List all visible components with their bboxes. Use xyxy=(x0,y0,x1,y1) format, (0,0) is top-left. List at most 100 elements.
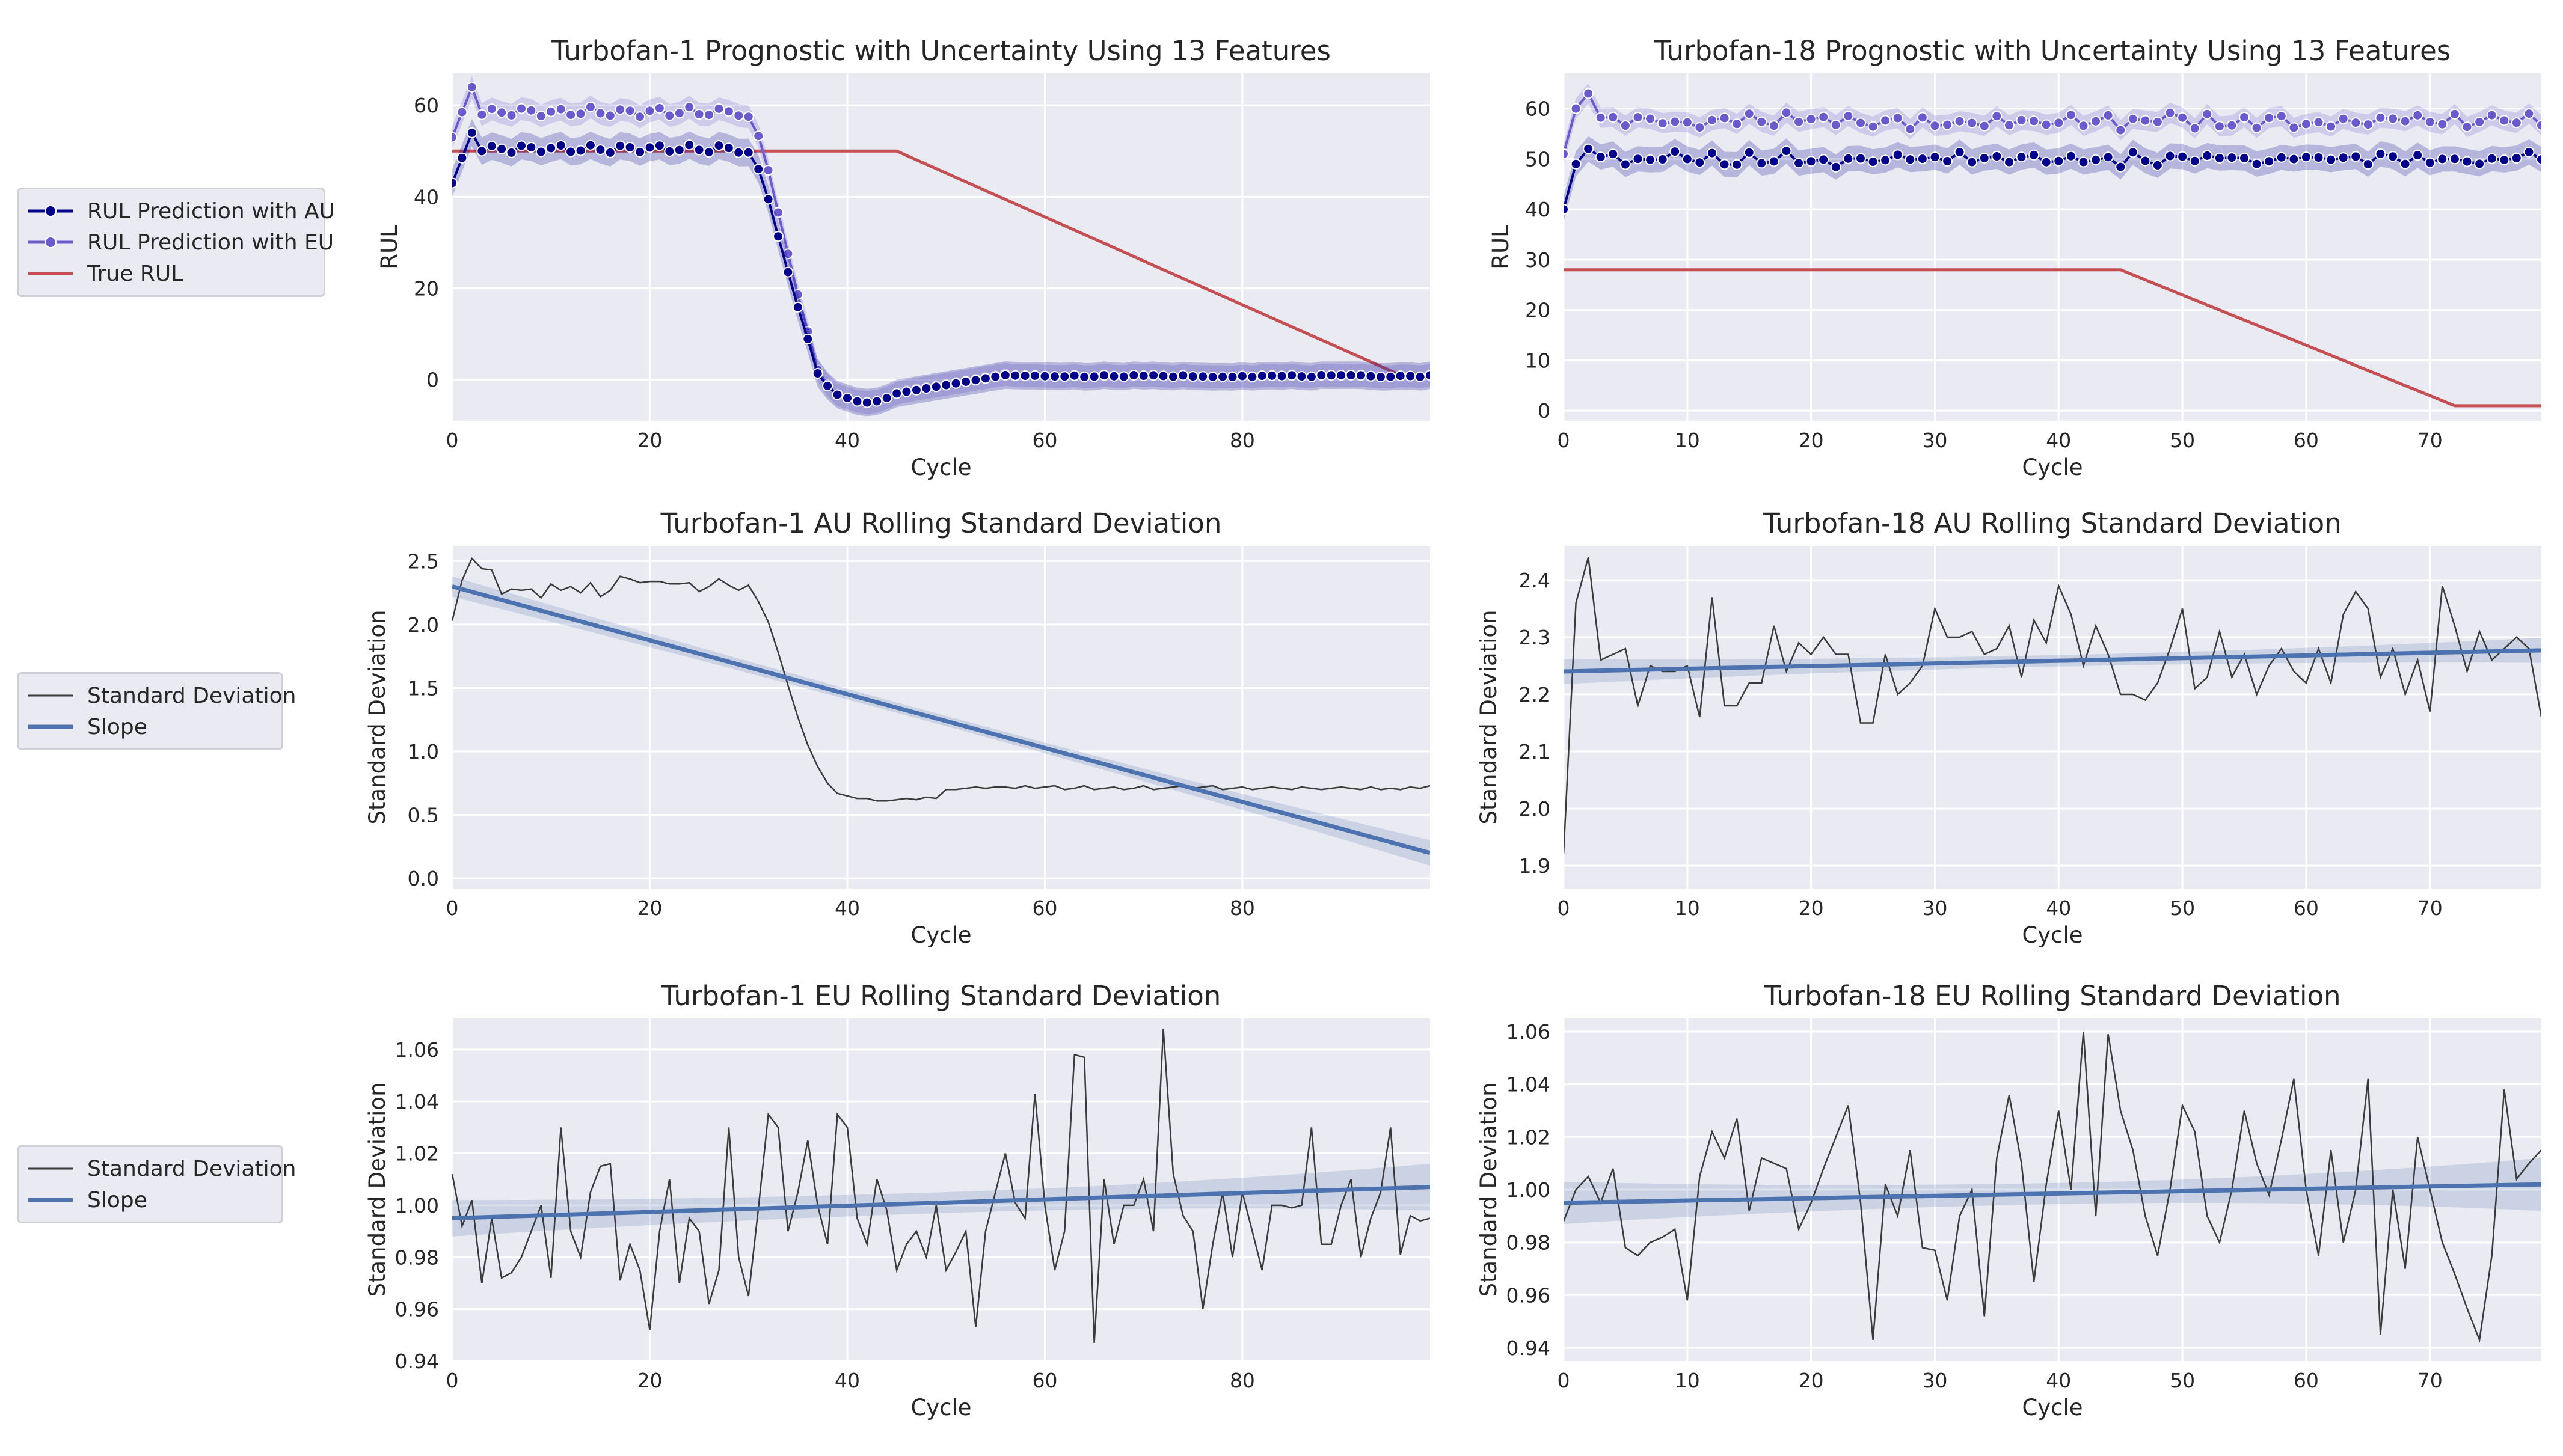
series-point xyxy=(585,139,596,151)
series-point xyxy=(1954,115,1965,127)
series-point xyxy=(861,397,873,408)
series-point xyxy=(2437,118,2448,130)
series-point xyxy=(1570,103,1582,114)
series-point xyxy=(456,152,468,164)
y-tick-label: 20 xyxy=(1525,299,1550,322)
series-point xyxy=(1375,371,1386,382)
y-tick-label: 1.06 xyxy=(1506,1020,1550,1044)
x-tick-label: 80 xyxy=(1230,896,1255,920)
y-tick-label: 1.04 xyxy=(395,1090,439,1113)
y-tick-label: 0 xyxy=(426,369,439,392)
series-point xyxy=(2115,124,2126,136)
x-axis-label: Cycle xyxy=(2022,1395,2083,1421)
x-tick-label: 40 xyxy=(2046,1369,2071,1392)
series-point xyxy=(486,103,497,115)
series-point xyxy=(1128,370,1140,381)
series-standard-deviation xyxy=(1564,1031,2541,1343)
y-tick-label: 1.06 xyxy=(395,1038,439,1062)
x-tick-label: 10 xyxy=(1675,1369,1700,1392)
series-point xyxy=(2164,107,2176,118)
series-point xyxy=(802,333,814,344)
series-point xyxy=(1978,152,1990,164)
series-point xyxy=(2387,113,2398,124)
series-point xyxy=(941,379,952,391)
chart-title: Turbofan-18 EU Rolling Standard Deviatio… xyxy=(1763,980,2340,1012)
series-point xyxy=(1365,370,1377,382)
series-slope xyxy=(452,1185,1430,1220)
x-tick-label: 20 xyxy=(1799,1369,1824,1392)
series-point xyxy=(852,396,863,407)
series-point xyxy=(910,384,922,396)
series-point xyxy=(595,108,606,119)
series-point xyxy=(1743,147,1755,158)
series-point xyxy=(2499,115,2510,126)
series-point xyxy=(792,301,803,313)
series-point xyxy=(753,130,764,142)
series-point xyxy=(684,102,695,113)
series-point xyxy=(1266,370,1278,381)
series-point xyxy=(1929,120,1941,132)
series-point xyxy=(2461,156,2473,167)
series-point xyxy=(1645,113,1656,124)
series-standard-deviation xyxy=(1564,557,2541,855)
series-point xyxy=(1843,111,1854,121)
series-point xyxy=(1867,156,1879,167)
series-point xyxy=(753,164,764,175)
series-point xyxy=(1425,370,1430,381)
series-point xyxy=(2536,120,2541,131)
series-point xyxy=(713,140,725,151)
series-point xyxy=(743,111,754,123)
series-point xyxy=(1168,371,1179,382)
x-tick-label: 0 xyxy=(446,1369,459,1392)
legend-label-std: Standard Deviation xyxy=(87,683,296,708)
series-point xyxy=(2140,115,2151,126)
series-point xyxy=(2511,117,2522,129)
series-point xyxy=(2523,146,2535,158)
series-point xyxy=(1395,370,1406,382)
series-point xyxy=(2300,151,2312,163)
series-point xyxy=(2016,114,2027,126)
series-point xyxy=(1632,112,1644,123)
series-point xyxy=(704,147,714,158)
y-tick-label: 0.0 xyxy=(408,867,439,890)
series-point xyxy=(1694,157,1705,168)
series-point xyxy=(723,106,734,117)
y-tick-label: 0 xyxy=(1538,399,1550,423)
series-point xyxy=(1707,114,1717,126)
x-tick-label: 70 xyxy=(2417,1369,2443,1392)
series-point xyxy=(2078,156,2089,168)
series-point xyxy=(2536,154,2541,165)
legend-entry-eu: RUL Prediction with EU xyxy=(27,227,334,258)
x-tick-label: 20 xyxy=(1799,429,1824,452)
series-point xyxy=(1731,159,1743,170)
series-point xyxy=(1719,112,1730,124)
series-point xyxy=(1880,115,1891,126)
series-point xyxy=(1657,154,1668,165)
y-tick-label: 2.4 xyxy=(1519,569,1550,592)
series-true-rul xyxy=(1564,268,2541,408)
y-tick-label: 1.5 xyxy=(408,676,439,700)
series-point xyxy=(2127,113,2138,124)
legend-swatch-slope-icon xyxy=(28,724,73,729)
y-tick-label: 50 xyxy=(1525,147,1550,171)
y-tick-label: 40 xyxy=(1525,198,1550,221)
series-point xyxy=(1088,371,1100,382)
x-tick-label: 30 xyxy=(1922,1369,1947,1392)
plot-area xyxy=(452,73,1430,421)
slope-confidence-band xyxy=(1564,1158,2541,1224)
series-point xyxy=(2325,121,2337,132)
y-tick-label: 0.98 xyxy=(1506,1231,1550,1255)
chart-rul1: 0 20 40 60 80 0 20 40 60 Turbofan-1 Prognostic wi… xyxy=(376,35,1430,480)
x-axis-label: Cycle xyxy=(910,1395,971,1421)
y-tick-label: 2.1 xyxy=(1519,740,1550,763)
series-point xyxy=(1325,370,1337,381)
legend-rul: RUL Prediction with AU RUL Prediction wi… xyxy=(17,188,335,297)
series-point xyxy=(1570,158,1582,170)
x-tick-label: 80 xyxy=(1230,1369,1255,1392)
chart-au1: 0 20 40 60 80 0.0 0.5 1.0 1.5 2.0 2.5 Turbofan-1 AU… xyxy=(364,507,1430,948)
series-point xyxy=(486,141,497,151)
series-point xyxy=(1306,371,1317,382)
series-point xyxy=(2313,117,2324,128)
series-point xyxy=(743,147,754,158)
